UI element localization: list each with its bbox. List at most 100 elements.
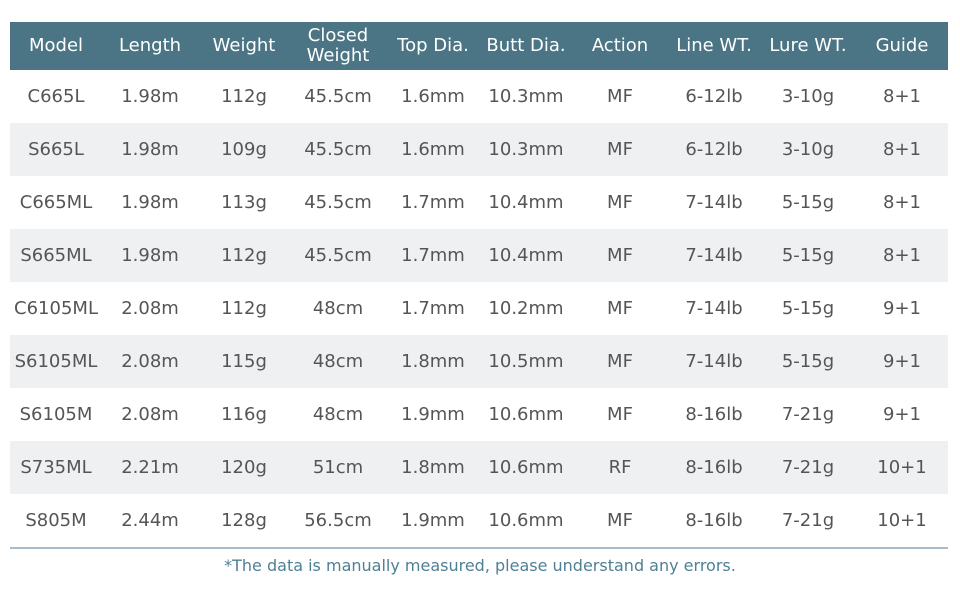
table-cell: S6105ML xyxy=(14,351,98,372)
table-cell: 7-14lb xyxy=(685,245,743,266)
table-cell: 5-15g xyxy=(781,351,835,372)
header-cell: Action xyxy=(591,35,649,56)
header-cell: Guide xyxy=(875,35,929,56)
table-cell: S665L xyxy=(28,139,84,160)
table-cell: 45.5cm xyxy=(304,139,372,160)
table-cell: 1.9mm xyxy=(401,510,465,531)
table-cell: 3-10g xyxy=(781,86,835,107)
table-cell: C665ML xyxy=(19,192,93,213)
table-cell: 2.08m xyxy=(121,351,179,372)
table-cell: 10.3mm xyxy=(488,139,564,160)
table-cell: 1.6mm xyxy=(401,86,465,107)
table-cell: 8+1 xyxy=(883,86,921,107)
table-cell: 48cm xyxy=(312,351,364,372)
table-cell: S805M xyxy=(25,510,87,531)
table-cell: 7-21g xyxy=(781,510,835,531)
table-cell: 1.7mm xyxy=(401,245,465,266)
header-cell: Top Dia. xyxy=(397,35,469,56)
table-cell: 5-15g xyxy=(781,192,835,213)
table-cell: 48cm xyxy=(312,404,364,425)
table-cell: 56.5cm xyxy=(304,510,372,531)
table-cell: 9+1 xyxy=(883,404,921,425)
table-cell: 116g xyxy=(221,404,267,425)
table-cell: 1.98m xyxy=(121,192,179,213)
table-cell: 10.3mm xyxy=(488,86,564,107)
table-cell: 8-16lb xyxy=(685,510,743,531)
header-cell: Closed Weight xyxy=(306,25,370,66)
table-cell: 7-14lb xyxy=(685,192,743,213)
table-cell: S665ML xyxy=(20,245,92,266)
table-cell: 109g xyxy=(221,139,267,160)
table-cell: 1.6mm xyxy=(401,139,465,160)
table-cell: 1.98m xyxy=(121,139,179,160)
table-cell: 1.98m xyxy=(121,86,179,107)
table-cell: 51cm xyxy=(312,457,364,478)
table-cell: 7-14lb xyxy=(685,298,743,319)
table-cell: 2.44m xyxy=(121,510,179,531)
row-band xyxy=(10,123,948,176)
table-cell: MF xyxy=(607,510,633,531)
table-cell: 9+1 xyxy=(883,298,921,319)
row-band xyxy=(10,335,948,388)
table-cell: 128g xyxy=(221,510,267,531)
table-cell: 2.08m xyxy=(121,298,179,319)
table-cell: 10.6mm xyxy=(488,510,564,531)
table-cell: S6105M xyxy=(19,404,93,425)
header-cell: Weight xyxy=(212,35,276,56)
table-cell: 115g xyxy=(221,351,267,372)
table-cell: C665L xyxy=(27,86,85,107)
table-cell: 5-15g xyxy=(781,245,835,266)
bottom-rule xyxy=(10,547,948,549)
table-cell: 10.6mm xyxy=(488,404,564,425)
table-cell: 6-12lb xyxy=(685,139,743,160)
table-cell: 7-21g xyxy=(781,404,835,425)
table-cell: 112g xyxy=(221,245,267,266)
table-cell: 112g xyxy=(221,86,267,107)
table-cell: 10.6mm xyxy=(488,457,564,478)
table-cell: 8+1 xyxy=(883,192,921,213)
table-cell: 1.8mm xyxy=(401,457,465,478)
table-cell: 10.4mm xyxy=(488,245,564,266)
header-cell: Model xyxy=(28,35,84,56)
table-cell: 45.5cm xyxy=(304,86,372,107)
table-cell: 1.7mm xyxy=(401,298,465,319)
table-cell: 45.5cm xyxy=(304,245,372,266)
table-cell: MF xyxy=(607,298,633,319)
table-cell: 113g xyxy=(221,192,267,213)
table-cell: 8-16lb xyxy=(685,404,743,425)
table-cell: 1.7mm xyxy=(401,192,465,213)
table-cell: MF xyxy=(607,351,633,372)
table-cell: 2.08m xyxy=(121,404,179,425)
header-cell: Butt Dia. xyxy=(486,35,566,56)
table-cell: MF xyxy=(607,86,633,107)
table-cell: 112g xyxy=(221,298,267,319)
table-cell: 1.98m xyxy=(121,245,179,266)
table-cell: C6105ML xyxy=(14,298,98,319)
table-cell: 10+1 xyxy=(877,510,927,531)
table-cell: 2.21m xyxy=(121,457,179,478)
header-cell: Line WT. xyxy=(676,35,752,56)
table-cell: MF xyxy=(607,192,633,213)
header-bar xyxy=(10,22,948,70)
table-cell: 8+1 xyxy=(883,245,921,266)
table-cell: MF xyxy=(607,139,633,160)
table-cell: 8+1 xyxy=(883,139,921,160)
table-cell: 45.5cm xyxy=(304,192,372,213)
row-band xyxy=(10,229,948,282)
table-cell: 5-15g xyxy=(781,298,835,319)
table-cell: 8-16lb xyxy=(685,457,743,478)
table-cell: 1.9mm xyxy=(401,404,465,425)
table-cell: 3-10g xyxy=(781,139,835,160)
table-cell: MF xyxy=(607,245,633,266)
table-cell: 7-21g xyxy=(781,457,835,478)
table-cell: RF xyxy=(608,457,632,478)
table-cell: S735ML xyxy=(20,457,92,478)
row-band xyxy=(10,441,948,494)
table-cell: 120g xyxy=(221,457,267,478)
table-cell: MF xyxy=(607,404,633,425)
header-cell: Length xyxy=(118,35,182,56)
table-cell: 9+1 xyxy=(883,351,921,372)
footnote: *The data is manually measured, please u… xyxy=(224,556,736,575)
table-cell: 1.8mm xyxy=(401,351,465,372)
